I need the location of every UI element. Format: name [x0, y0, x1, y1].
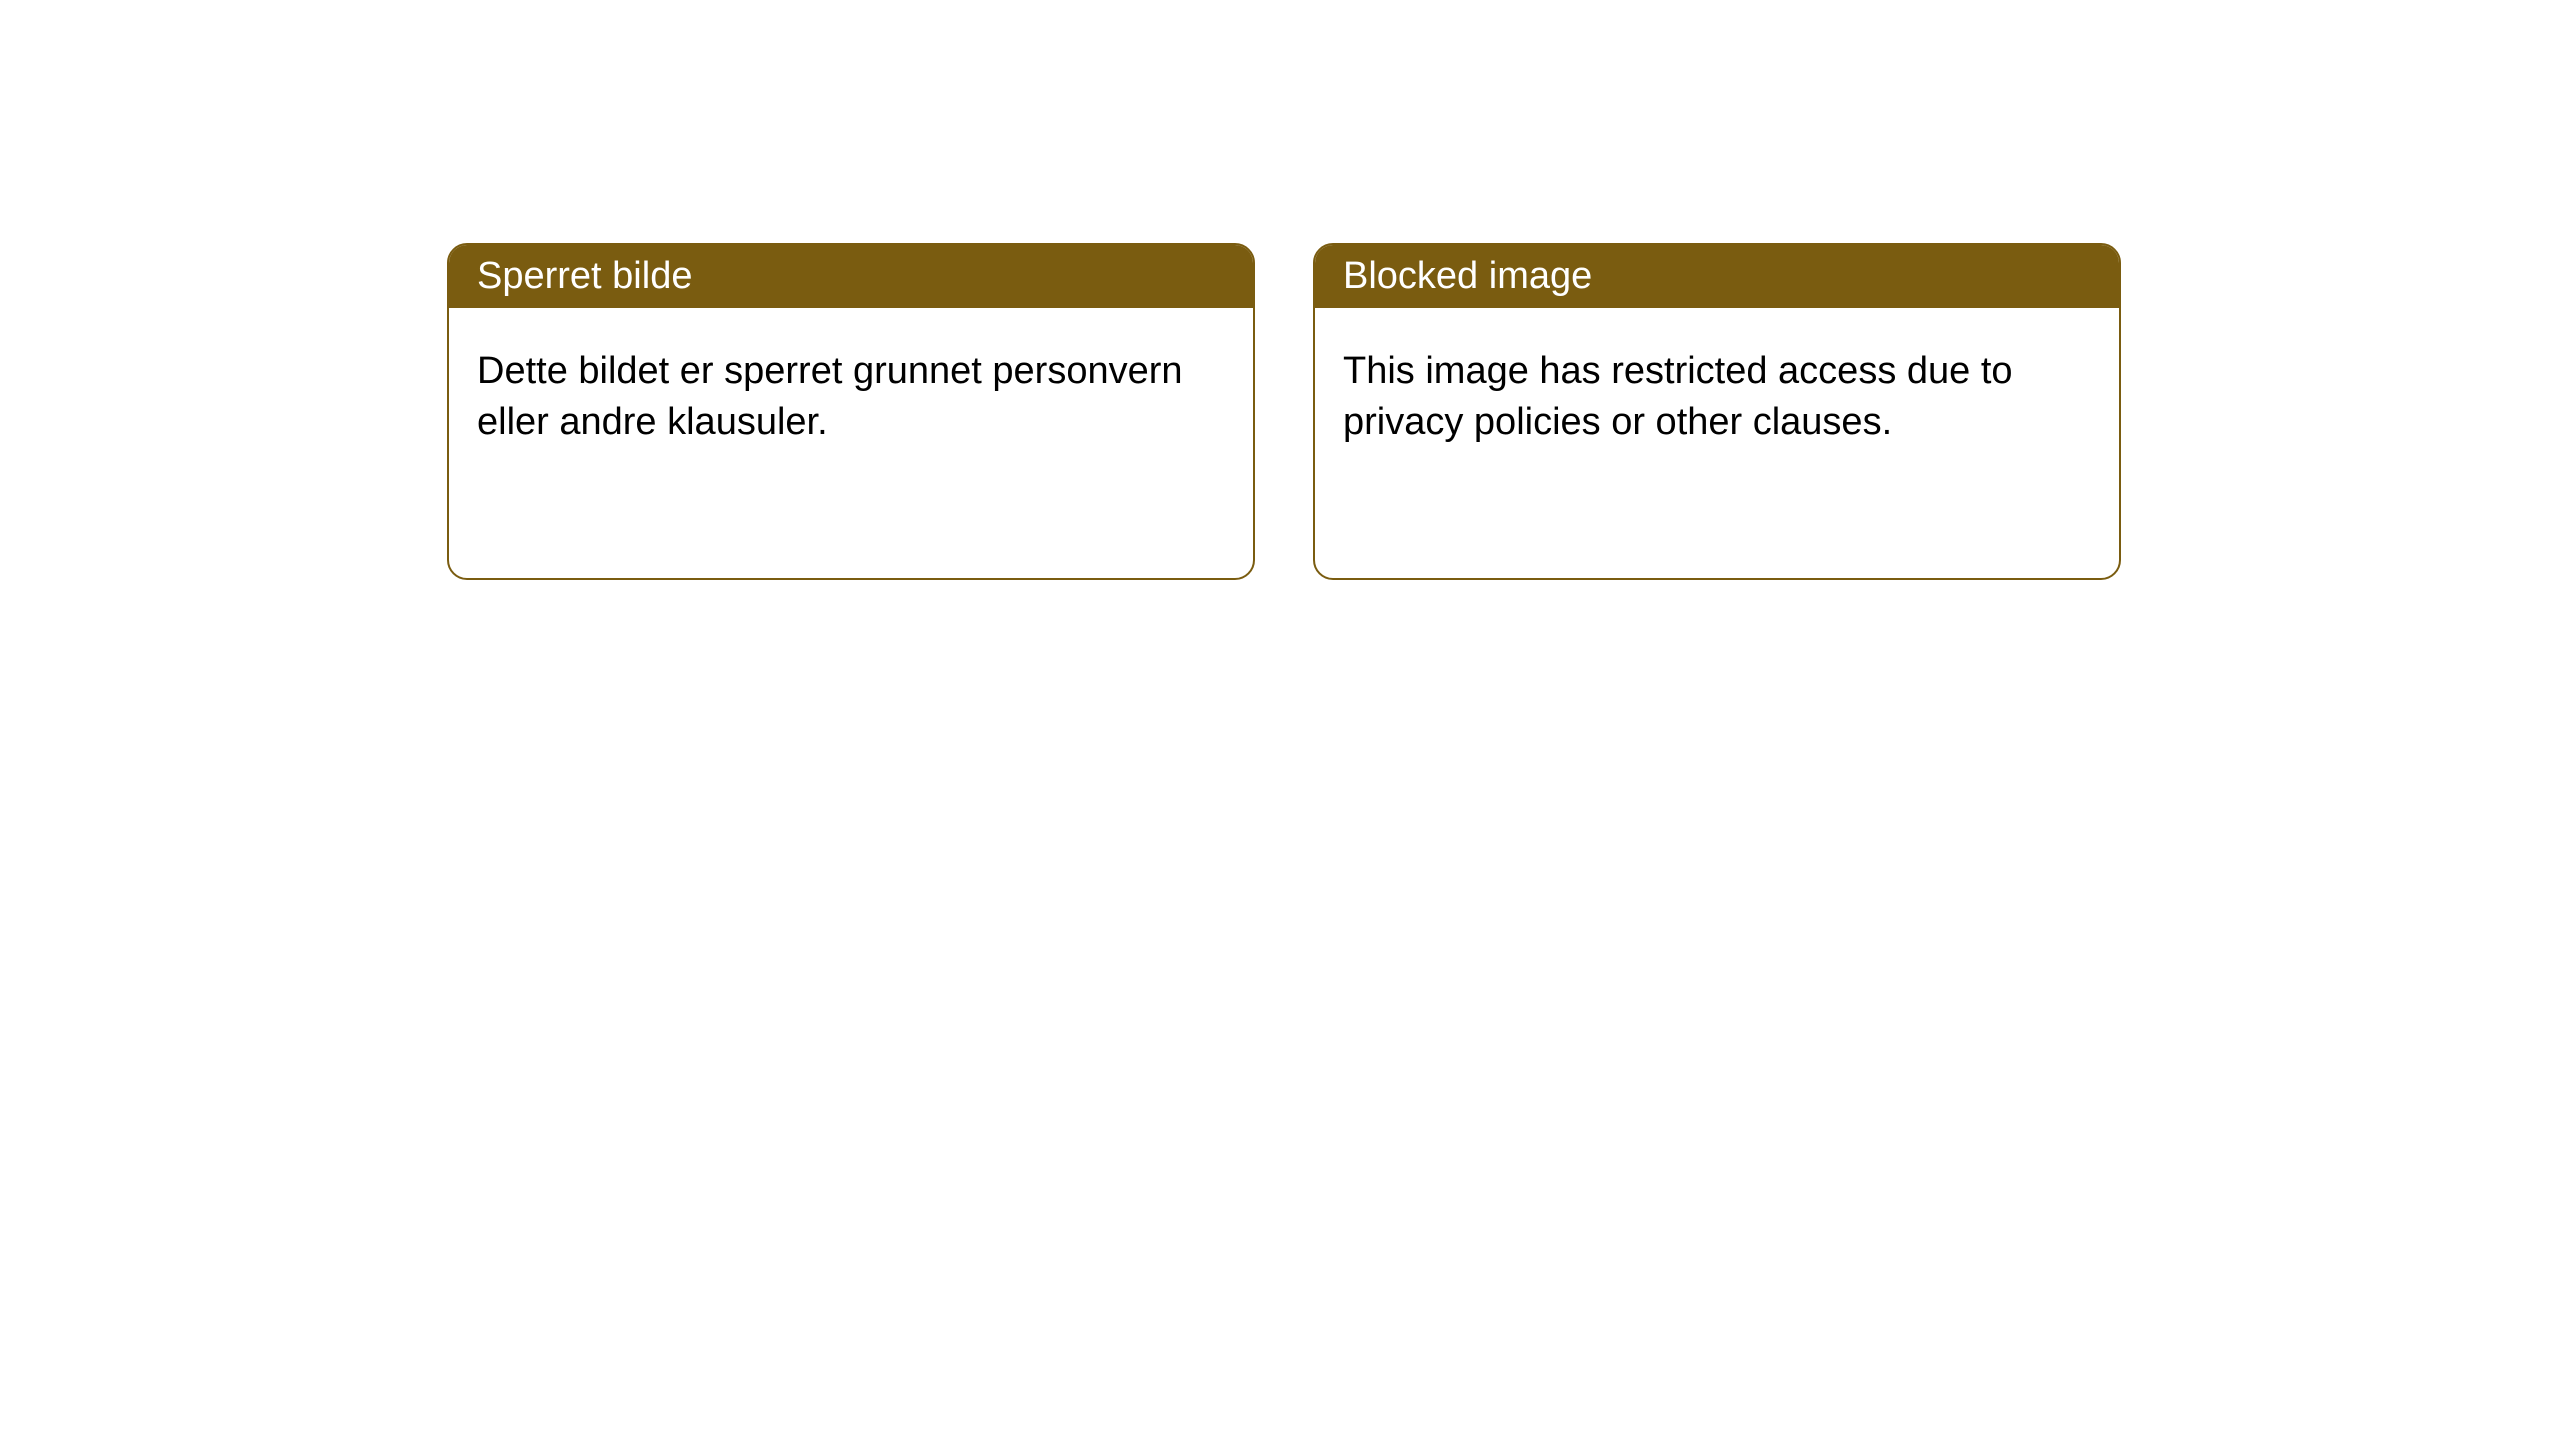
card-header-english: Blocked image: [1315, 245, 2119, 308]
cards-container: Sperret bilde Dette bildet er sperret gr…: [0, 0, 2560, 580]
card-body-english: This image has restricted access due to …: [1315, 308, 2119, 487]
card-body-norwegian: Dette bildet er sperret grunnet personve…: [449, 308, 1253, 487]
card-header-norwegian: Sperret bilde: [449, 245, 1253, 308]
blocked-image-card-norwegian: Sperret bilde Dette bildet er sperret gr…: [447, 243, 1255, 580]
blocked-image-card-english: Blocked image This image has restricted …: [1313, 243, 2121, 580]
